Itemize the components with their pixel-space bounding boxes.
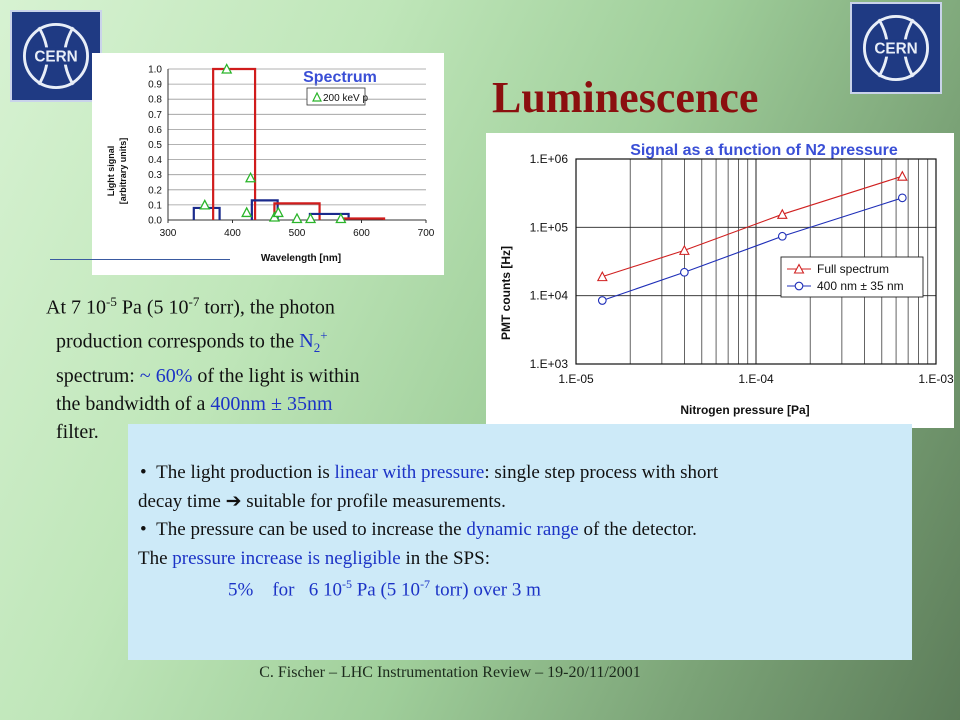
pressure-legend-marker [794, 281, 804, 291]
pressure-line: The pressure increase is negligible in t… [138, 548, 490, 569]
pressure-x-label: Nitrogen pressure [Pa] [680, 403, 809, 417]
divider-line [50, 259, 230, 260]
bullet-1-line-2: decay time ➔ suitable for profile measur… [138, 490, 506, 512]
spectrum-chart-svg: Spectrum Wavelength [nm] Light signal [a… [106, 63, 435, 264]
spectrum-y-tick: 1.0 [148, 65, 162, 76]
spectrum-point [221, 63, 233, 74]
spectrum-x-tick: 500 [289, 228, 306, 239]
spectrum-chart: Spectrum Wavelength [nm] Light signal [a… [92, 53, 444, 275]
spectrum-y-tick: 0.3 [148, 170, 162, 181]
spectrum-x-tick: 700 [418, 228, 435, 239]
pressure-title: Signal as a function of N2 pressure [630, 142, 898, 159]
bullet-2: • The pressure can be used to increase t… [140, 519, 697, 540]
spectrum-point [272, 206, 284, 218]
slide-title: Luminescence [492, 73, 759, 122]
spectrum-point [304, 212, 317, 224]
para-line-3: spectrum: ~ 60% of the light is within [56, 365, 360, 388]
pressure-legend-marker [793, 263, 805, 274]
para-line-1: At 7 10-5 Pa (5 10-7 torr), the photon [46, 294, 335, 319]
spectrum-y-tick: 0.9 [148, 80, 162, 91]
spectrum-x-tick: 600 [353, 228, 370, 239]
footer: C. Fischer – LHC Instrumentation Review … [259, 664, 641, 681]
pressure-x-tick: 1.E-04 [738, 372, 774, 386]
pressure-legend-label: Full spectrum [817, 262, 889, 276]
cern-logo-right: CERN [850, 2, 942, 94]
cern-logo-text: CERN [874, 41, 917, 58]
cern-logo-text: CERN [34, 49, 77, 66]
pressure-x-tick: 1.E-03 [918, 372, 954, 386]
pressure-point [596, 270, 608, 282]
pressure-y-tick: 1.E+04 [530, 289, 569, 303]
pressure-y-tick: 1.E+06 [530, 152, 569, 166]
pressure-y-tick: 1.E+05 [530, 220, 569, 234]
para-line-2: production corresponds to the N2+ [56, 327, 328, 356]
pressure-plot-frame [575, 158, 937, 365]
pressure-point [776, 208, 788, 219]
spectrum-y-tick: 0.2 [148, 185, 162, 196]
spectrum-point [199, 199, 211, 210]
spectrum-point [335, 212, 347, 224]
arrow-icon: ➔ [225, 490, 242, 512]
spectrum-bar [192, 206, 221, 220]
spectrum-y-tick: 0.5 [148, 140, 162, 151]
spectrum-y-tick: 0.1 [148, 200, 162, 211]
pressure-value-line: 5% for 6 10-5 Pa (5 10-7 torr) over 3 m [228, 577, 541, 601]
spectrum-point [241, 206, 253, 218]
spectrum-bar [212, 67, 257, 220]
pressure-point [597, 296, 607, 305]
spectrum-legend: 200 keV p [306, 87, 368, 106]
spectrum-legend-label: 200 keV p [323, 93, 368, 104]
pressure-series-line [602, 197, 903, 302]
para-line-5: filter. [56, 421, 99, 444]
spectrum-legend-marker [312, 91, 322, 102]
spectrum-x-tick: 300 [160, 228, 177, 239]
pressure-point [680, 267, 689, 277]
pressure-y-label: PMT counts [Hz] [499, 246, 513, 340]
cern-logo-left: CERN [10, 10, 102, 102]
pressure-legend-label: 400 nm ± 35 nm [817, 279, 904, 293]
pressure-y-tick: 1.E+03 [530, 357, 569, 371]
spectrum-title: Spectrum [303, 69, 377, 86]
pressure-legend [780, 256, 924, 298]
conclusions-box: • The light production is linear with pr… [128, 424, 912, 660]
pressure-x-tick: 1.E-05 [558, 372, 594, 386]
pressure-point [897, 193, 907, 203]
pressure-chart-svg: Signal as a function of N2 pressure Nitr… [499, 142, 954, 417]
spectrum-point [291, 212, 303, 224]
pressure-point [777, 231, 787, 241]
spectrum-y-tick: 0.7 [148, 110, 162, 121]
spectrum-y-label-2: [arbitrary units] [118, 138, 128, 205]
spectrum-x-tick: 400 [224, 228, 241, 239]
spectrum-y-label-1: Light signal [106, 146, 116, 197]
description-paragraph: At 7 10-5 Pa (5 10-7 torr), the photon p… [38, 288, 478, 446]
para-line-4: the bandwidth of a 400nm ± 35nm [56, 393, 333, 416]
bullet-1-line-1: • The light production is linear with pr… [140, 462, 719, 483]
spectrum-point [244, 171, 257, 183]
pressure-series-line [602, 175, 903, 278]
spectrum-x-label: Wavelength [nm] [261, 253, 341, 264]
spectrum-y-tick: 0.4 [148, 155, 162, 166]
spectrum-y-tick: 0.6 [148, 125, 162, 136]
pressure-chart: Signal as a function of N2 pressure Nitr… [486, 133, 954, 428]
pressure-point [896, 170, 908, 181]
spectrum-y-tick: 0.0 [148, 216, 162, 227]
pressure-point [678, 244, 690, 255]
spectrum-y-tick: 0.8 [148, 95, 162, 106]
